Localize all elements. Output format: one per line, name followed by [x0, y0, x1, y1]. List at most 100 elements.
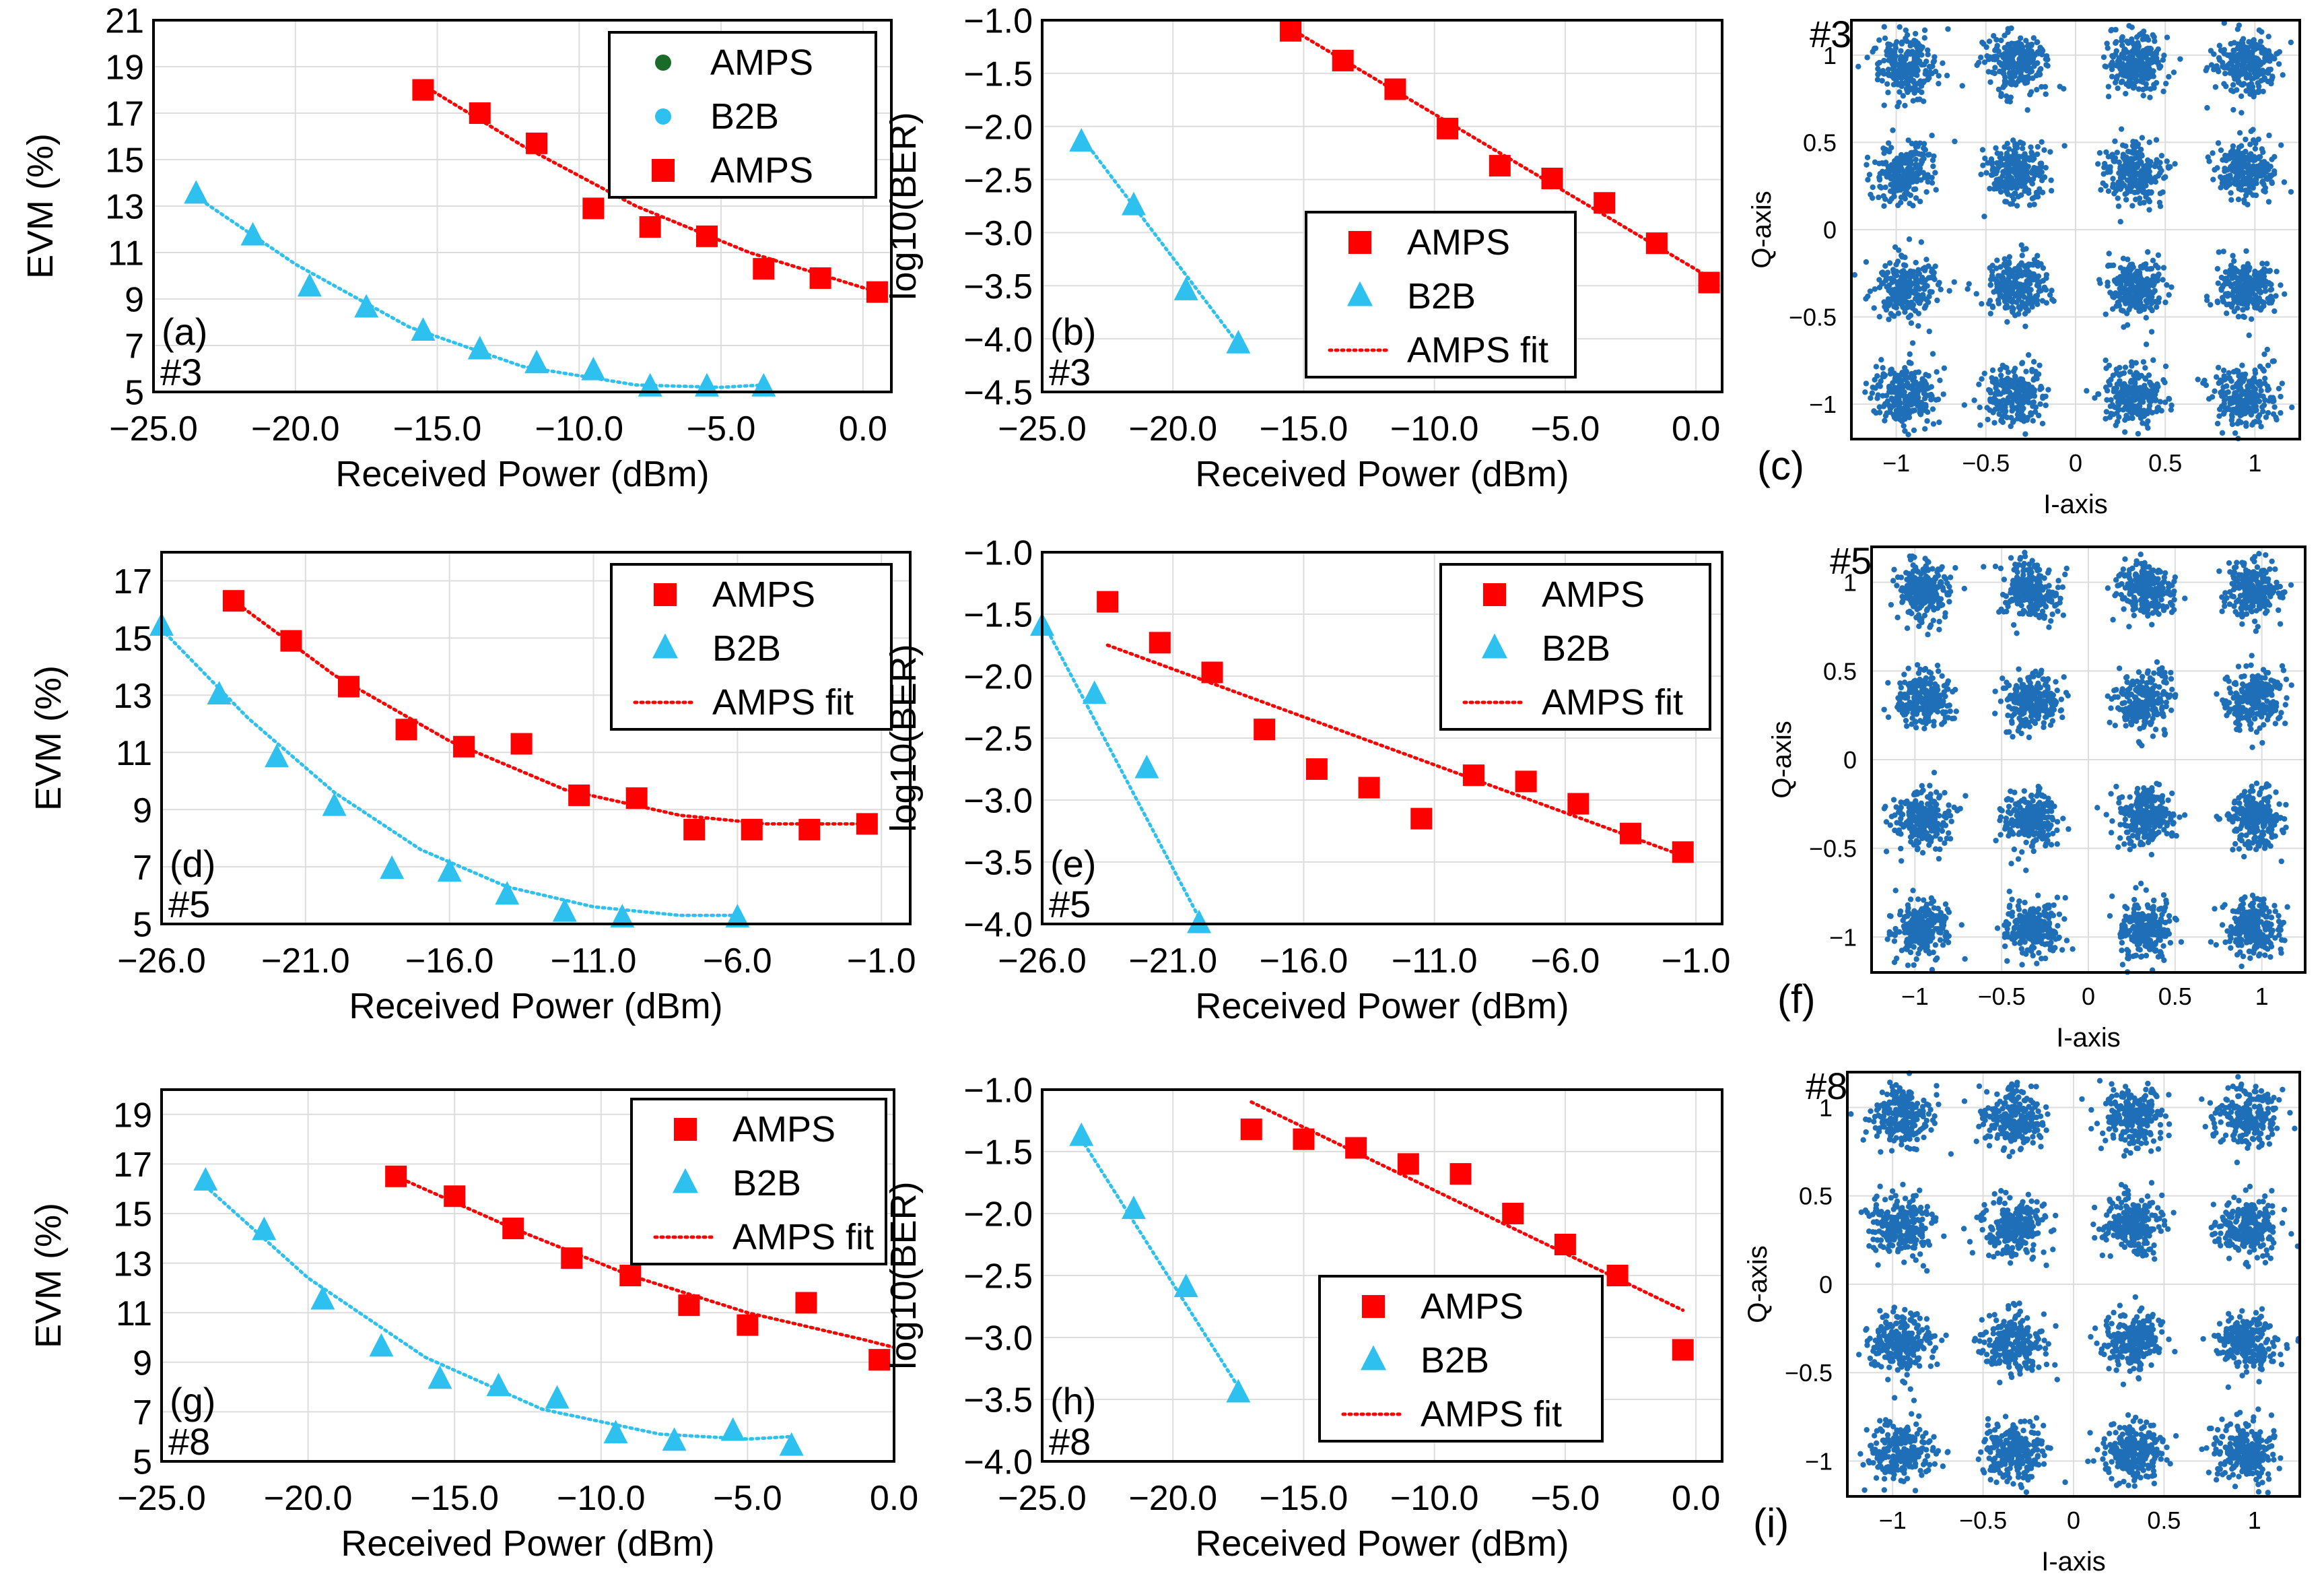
constellation-point — [2007, 71, 2013, 77]
constellation-point — [1966, 281, 1972, 287]
constellation-point — [2276, 61, 2282, 67]
constellation-point — [1932, 276, 1938, 283]
constellation-point — [1894, 288, 1900, 294]
constellation-point — [2216, 413, 2222, 420]
constellation-point — [2119, 35, 2125, 41]
constellation-point — [2148, 86, 2154, 92]
constellation-point — [1936, 80, 1942, 87]
constellation-point — [2150, 68, 2156, 74]
constellation-point — [2126, 399, 2132, 405]
constellation-point — [2035, 60, 2041, 66]
constellation-point — [1930, 421, 1937, 427]
constellation-point — [1974, 62, 1980, 68]
x-tick-label: 0.0 — [839, 409, 887, 449]
x-tick-label: −20.0 — [1128, 409, 1217, 449]
constellation-point — [2131, 65, 2137, 72]
constellation-point — [1914, 391, 1920, 397]
constellation-point — [1884, 81, 1890, 87]
constellation-point — [2219, 294, 2226, 301]
data-point-amps — [526, 132, 548, 154]
constellation-point — [1993, 385, 1999, 391]
constellation-point — [1939, 921, 1945, 928]
constellation-point — [2214, 265, 2221, 272]
constellation-point — [2234, 61, 2241, 67]
constellation-point — [1964, 286, 1971, 292]
constellation-point — [2036, 69, 2042, 75]
y-tick-label: 0 — [1843, 746, 1857, 774]
constellation-point — [1885, 302, 1892, 309]
constellation-point — [2156, 65, 2162, 71]
constellation-point — [2160, 88, 2166, 94]
constellation-point — [1998, 52, 2005, 59]
constellation-point — [2221, 409, 2227, 416]
constellation-point — [2002, 408, 2009, 414]
data-point-amps — [1201, 661, 1223, 684]
constellation-point — [2225, 389, 2231, 395]
constellation-point — [1894, 820, 1900, 826]
y-tick-label: 1 — [1823, 42, 1837, 69]
data-point-b2b — [1187, 909, 1212, 933]
data-point-amps — [1620, 822, 1642, 844]
constellation-point — [2258, 46, 2265, 53]
constellation-point — [1902, 711, 1909, 718]
constellation-point — [1917, 908, 1924, 915]
y-tick-label: 0 — [1823, 216, 1837, 244]
fit-line — [421, 84, 879, 294]
constellation-point — [1906, 236, 1913, 242]
legend-marker — [1483, 583, 1506, 606]
constellation-point — [2031, 257, 2038, 263]
y-axis-label: EVM (%) — [28, 665, 69, 811]
constellation-point — [2030, 262, 2037, 268]
constellation-point — [2024, 57, 2030, 63]
constellation-point — [2246, 332, 2252, 339]
constellation-point — [1896, 247, 1902, 253]
constellation-point — [1903, 263, 1909, 269]
constellation-point — [2009, 308, 2016, 314]
constellation-point — [2158, 168, 2164, 174]
constellation-point — [2224, 310, 2230, 317]
x-tick-label: −5.0 — [687, 409, 756, 449]
constellation-point — [2043, 287, 2049, 293]
constellation-point — [2127, 261, 2133, 268]
constellation-point — [2115, 299, 2122, 305]
constellation-point — [2000, 70, 2006, 76]
constellation-point — [1923, 715, 1929, 721]
constellation-point — [2061, 143, 2067, 149]
data-point-b2b — [1082, 680, 1107, 704]
constellation-point — [2025, 295, 2032, 302]
constellation-point — [1932, 263, 1938, 269]
constellation-point — [2261, 303, 2267, 309]
constellation-point — [1919, 808, 1925, 814]
constellation-point — [1923, 58, 1929, 65]
constellation-point — [1932, 696, 1938, 702]
constellation-point — [1911, 929, 1917, 935]
constellation-point — [1885, 66, 1892, 73]
constellation-point — [2140, 359, 2147, 365]
constellation-point — [1962, 956, 1968, 962]
x-tick-label: −16.0 — [1260, 941, 1348, 981]
constellation-point — [2010, 393, 2016, 399]
constellation-point — [1909, 302, 1915, 308]
constellation-point — [2213, 374, 2220, 380]
constellation-point — [2010, 281, 2016, 287]
y-tick-label: −0.5 — [1789, 304, 1837, 331]
constellation-point — [1918, 161, 1924, 167]
legend-label: AMPS fit — [1407, 330, 1548, 370]
constellation-point — [2208, 48, 2214, 54]
constellation-point — [1876, 37, 1882, 43]
constellation-point — [1932, 846, 1939, 852]
constellation-point — [1895, 830, 1901, 836]
constellation-point — [1980, 162, 1986, 168]
constellation-point — [1897, 187, 1904, 193]
constellation-point — [1912, 30, 1919, 37]
constellation-point — [1923, 904, 1929, 910]
constellation-point — [2138, 146, 2144, 153]
constellation-point — [2019, 253, 2025, 259]
constellation-point — [1902, 160, 1909, 166]
constellation-point — [2230, 253, 2236, 259]
constellation-point — [2243, 248, 2249, 254]
constellation-point — [2228, 268, 2234, 275]
constellation-point — [2229, 58, 2235, 64]
constellation-point — [1923, 282, 1929, 288]
data-point-amps — [1541, 167, 1563, 189]
